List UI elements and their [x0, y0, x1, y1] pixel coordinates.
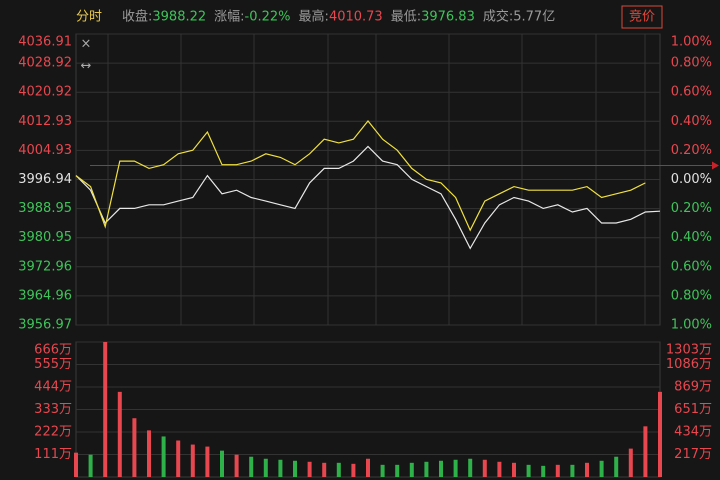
- volume-bar: [599, 460, 604, 477]
- volume-bar: [628, 448, 633, 477]
- volume-bar: [322, 462, 327, 477]
- resize-icon[interactable]: ↔: [81, 59, 92, 74]
- volume-bar: [614, 456, 619, 477]
- y2-tick-label: 434万: [674, 425, 712, 440]
- volume-bar: [658, 391, 662, 477]
- y2-tick-label: 0.40%: [671, 114, 712, 129]
- stat-label: 成交:: [483, 9, 513, 25]
- volume-bar: [439, 460, 443, 477]
- volume-bar: [88, 454, 93, 477]
- volume-bar: [74, 452, 78, 477]
- volume-bar: [176, 440, 181, 477]
- volume-bar: [468, 458, 473, 477]
- volume-bar: [249, 456, 254, 477]
- price-line: [75, 145, 661, 250]
- stat-label: 涨幅:: [214, 10, 244, 25]
- volume-bar: [512, 462, 516, 477]
- button-frame[interactable]: [621, 5, 663, 29]
- y-tick-label: 111万: [34, 447, 72, 462]
- volume-bar: [380, 464, 385, 477]
- volume-bar: [453, 459, 458, 477]
- volume-bar: [161, 436, 166, 477]
- y-tick-label: 333万: [34, 402, 72, 417]
- y2-tick-label: 0.40%: [671, 230, 712, 245]
- y-tick-label: 555万: [34, 357, 72, 372]
- button[interactable]: 竞价: [629, 9, 655, 25]
- y2-tick-label: 0.20%: [671, 143, 712, 158]
- volume-bar: [570, 464, 575, 477]
- close-icon[interactable]: ×: [81, 37, 92, 52]
- y2-tick-label: 651万: [674, 402, 712, 417]
- volume-bar: [220, 450, 224, 477]
- volume-bar: [103, 342, 108, 477]
- y2-tick-label: 869万: [674, 379, 712, 394]
- y2-tick-label: 0.60%: [671, 85, 712, 100]
- y-tick-label: 3964.96: [18, 288, 72, 303]
- header: 分时 竞价: [76, 5, 663, 29]
- volume-bar: [234, 454, 239, 477]
- volume-bar: [643, 426, 648, 477]
- volume-bar: [205, 446, 210, 477]
- volume-bar: [132, 418, 137, 477]
- y2-tick-label: 0.60%: [671, 259, 712, 274]
- volume-bar: [336, 462, 341, 477]
- y2-tick-label: 0.80%: [671, 56, 712, 71]
- y-tick-label: 4028.92: [18, 56, 72, 71]
- stat-value: 3976.83: [421, 10, 475, 25]
- tab[interactable]: 分时: [76, 10, 102, 25]
- y-tick-label: 4004.93: [18, 143, 72, 158]
- y2-tick-label: 0.20%: [671, 201, 712, 216]
- y-tick-label: 3988.95: [18, 201, 72, 216]
- reference-arrow: [712, 161, 719, 170]
- volume-bar: [497, 461, 502, 477]
- stat-label: 最高:: [299, 9, 329, 25]
- volume-bar: [263, 458, 268, 477]
- volume-bar: [424, 461, 429, 477]
- y-tick-label: 4012.93: [18, 114, 72, 129]
- y-tick-label: 666万: [34, 343, 72, 358]
- y-tick-label: 222万: [34, 425, 72, 440]
- volume-bar: [147, 430, 151, 477]
- volume-bar: [526, 464, 531, 477]
- y2-tick-label: 1086万: [666, 357, 712, 372]
- y2-tick-label: 1.00%: [671, 35, 712, 50]
- stat-value: 5.77亿: [513, 10, 555, 25]
- volume-bar: [293, 460, 297, 477]
- y2-tick-label: 1303万: [666, 343, 712, 358]
- price-line: [75, 120, 646, 232]
- volume-bar: [351, 463, 356, 477]
- stat-value: -0.22%: [245, 10, 291, 25]
- y-tick-label: 3956.97: [18, 318, 72, 333]
- volume-bar: [585, 462, 589, 477]
- y-tick-label: 4036.91: [18, 35, 72, 50]
- y2-tick-label: 1.00%: [671, 318, 712, 333]
- volume-bar: [482, 459, 487, 477]
- y2-tick-label: 0.00%: [671, 172, 712, 187]
- stat-label: 最低:: [391, 10, 421, 25]
- stat-value: 3988.22: [152, 10, 206, 25]
- volume-bar: [117, 391, 122, 477]
- y-tick-label: 3980.95: [18, 230, 72, 245]
- volume-bar: [541, 465, 546, 477]
- y2-tick-label: 217万: [674, 447, 712, 462]
- stat-value: 4010.73: [329, 10, 383, 25]
- y-tick-label: 3972.96: [18, 259, 72, 274]
- y-tick-label: 444万: [34, 380, 72, 395]
- y-tick-label: 3996.94: [18, 172, 72, 187]
- volume-bar: [278, 459, 283, 477]
- volume-bar: [409, 462, 414, 477]
- volume-bar: [190, 444, 195, 477]
- volume-bar: [366, 458, 370, 477]
- volume-bar: [555, 464, 560, 477]
- y2-tick-label: 0.80%: [671, 288, 712, 303]
- y-tick-label: 4020.92: [18, 85, 72, 100]
- stat-label: 收盘:: [122, 9, 152, 25]
- volume-bar: [307, 461, 312, 477]
- volume-bar: [395, 464, 400, 477]
